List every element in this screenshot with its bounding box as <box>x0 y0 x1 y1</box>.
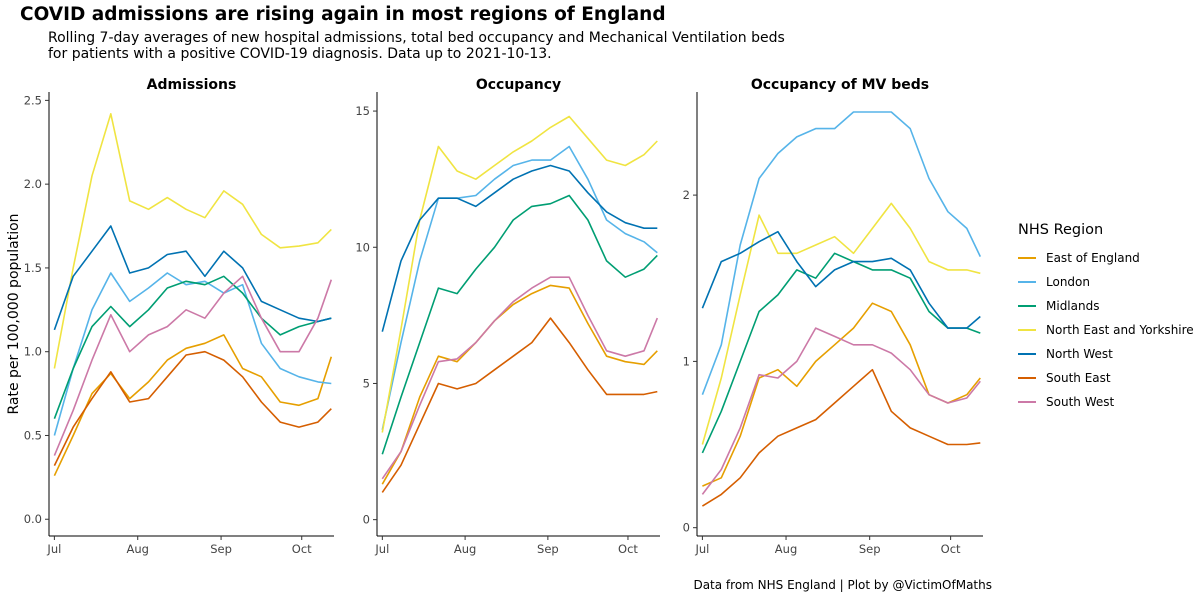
x-tick-label: Aug <box>126 542 148 556</box>
x-tick-label: Aug <box>454 542 476 556</box>
x-tick-label: Oct <box>292 542 312 556</box>
chart-subtitle: Rolling 7-day averages of new hospital a… <box>48 30 785 62</box>
legend-item-north-west: North West <box>1018 342 1194 366</box>
legend-key-north-east-and-yorkshire <box>1018 329 1036 331</box>
legend-label-london: London <box>1046 275 1090 289</box>
series-line-south-east <box>701 368 981 507</box>
x-tick-label: Oct <box>941 542 961 556</box>
legend-label-east-of-england: East of England <box>1046 251 1140 265</box>
series-line-south-east <box>381 317 658 493</box>
y-tick-label: 0.0 <box>24 512 42 526</box>
series-line-south-west <box>701 327 981 495</box>
legend-item-midlands: Midlands <box>1018 294 1194 318</box>
legend-label-north-east-and-yorkshire: North East and Yorkshire <box>1046 323 1194 337</box>
y-axis-label: Rate per 100,000 population <box>6 213 22 414</box>
series-line-north-west <box>381 164 658 332</box>
facet-title: Occupancy <box>476 77 561 93</box>
legend-items: East of England London Midlands North Ea… <box>1018 246 1194 414</box>
series-line-east-of-england <box>53 334 333 477</box>
legend-item-east-of-england: East of England <box>1018 246 1194 270</box>
y-tick-label: 2.0 <box>24 177 42 191</box>
subtitle-line-2: for patients with a positive COVID-19 di… <box>48 46 552 62</box>
legend-label-north-west: North West <box>1046 347 1113 361</box>
series-line-north-east-and-yorkshire <box>381 115 658 433</box>
series-line-london <box>701 111 982 395</box>
x-tick-label: Oct <box>618 542 638 556</box>
y-tick-label: 1 <box>683 354 690 368</box>
x-tick-label: Sep <box>210 542 232 556</box>
y-tick-label: 1.5 <box>24 261 42 275</box>
series-line-east-of-england <box>381 284 658 485</box>
legend-label-south-west: South West <box>1046 395 1115 409</box>
y-tick-label: 5 <box>363 376 370 390</box>
legend-key-south-west <box>1018 401 1036 403</box>
facet-occupancy-of-mv-beds: Occupancy of MV beds 0 1 2 Jul Aug Sep Oct <box>683 77 983 556</box>
legend-key-midlands <box>1018 305 1036 307</box>
facet-occupancy: Occupancy 0 5 10 15 Jul Aug Sep Oct <box>355 77 660 556</box>
series-line-midlands <box>381 194 658 455</box>
facet-title: Occupancy of MV beds <box>751 77 929 93</box>
y-tick-label: 1.0 <box>24 345 42 359</box>
series-line-north-east-and-yorkshire <box>701 202 981 445</box>
legend-item-london: London <box>1018 270 1194 294</box>
y-tick-label: 0 <box>363 513 370 527</box>
y-tick-label: 15 <box>355 104 370 118</box>
facet-title: Admissions <box>147 77 237 93</box>
x-tick-label: Jul <box>46 542 61 556</box>
series-line-london <box>381 145 658 430</box>
x-tick-label: Aug <box>775 542 797 556</box>
legend: NHS Region East of England London Midlan… <box>1018 222 1194 414</box>
chart-title: COVID admissions are rising again in mos… <box>20 4 666 25</box>
legend-key-south-east <box>1018 377 1036 379</box>
x-tick-label: Sep <box>859 542 881 556</box>
legend-key-north-west <box>1018 353 1036 355</box>
x-tick-label: Sep <box>537 542 559 556</box>
legend-item-north-east-and-yorkshire: North East and Yorkshire <box>1018 318 1194 342</box>
series-line-north-west <box>701 230 981 329</box>
legend-key-london <box>1018 281 1036 283</box>
legend-label-south-east: South East <box>1046 371 1111 385</box>
series-line-midlands <box>53 275 332 419</box>
legend-item-south-west: South West <box>1018 390 1194 414</box>
series-line-east-of-england <box>702 302 981 487</box>
subtitle-line-1: Rolling 7-day averages of new hospital a… <box>48 30 785 46</box>
legend-key-east-of-england <box>1018 257 1036 259</box>
x-tick-label: Jul <box>374 542 389 556</box>
x-tick-label: Jul <box>694 542 709 556</box>
legend-item-south-east: South East <box>1018 366 1194 390</box>
series-line-north-east-and-yorkshire <box>53 113 332 369</box>
legend-label-midlands: Midlands <box>1046 299 1100 313</box>
legend-title: NHS Region <box>1018 222 1104 238</box>
y-tick-label: 2.5 <box>24 93 42 107</box>
y-tick-label: 0 <box>683 521 690 535</box>
series-line-south-west <box>381 276 659 480</box>
series-line-south-west <box>53 275 333 456</box>
y-tick-label: 10 <box>355 240 370 254</box>
series-line-south-east <box>53 350 332 466</box>
y-tick-label: 2 <box>683 188 690 202</box>
facet-charts: Admissions 0.0 0.5 1.0 1.5 2.0 2.5 Jul Aug Sep Oct… <box>6 77 983 556</box>
facet-admissions: Admissions 0.0 0.5 1.0 1.5 2.0 2.5 Jul Aug Sep Oct… <box>6 77 334 556</box>
chart-caption: Data from NHS England | Plot by @VictimO… <box>693 578 992 592</box>
series-line-north-west <box>53 225 332 331</box>
series-line-midlands <box>701 252 981 454</box>
y-tick-label: 0.5 <box>24 428 42 442</box>
